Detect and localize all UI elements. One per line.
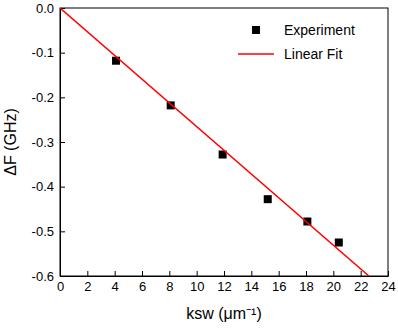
x-tick-label: 4 [112,279,119,294]
x-tick-label: 10 [190,279,204,294]
y-tick: -0.3 [32,135,65,150]
plot: 0246810121416182022240.0-0.1-0.2-0.3-0.4… [32,1,396,295]
x-tick-label: 14 [245,279,259,294]
x-tick-label: 8 [166,279,173,294]
x-tick: 18 [299,271,313,294]
y-tick-mark [60,53,65,54]
y-tick-label: -0.2 [32,90,54,105]
fit-line [60,8,369,276]
x-tick-label: 0 [57,279,64,294]
y-tick-label: -0.5 [32,224,54,239]
x-tick: 4 [112,271,119,294]
x-tick-mark [333,271,334,276]
x-tick-label: 12 [217,279,231,294]
x-tick: 10 [190,271,204,294]
x-tick-label: 20 [327,279,341,294]
x-tick-label: 6 [139,279,146,294]
x-tick-mark [115,271,116,276]
x-tick-label: 2 [84,279,91,294]
x-tick-label: 18 [299,279,313,294]
x-tick-mark [279,271,280,276]
y-tick-label: -0.3 [32,135,54,150]
y-tick: -0.1 [32,45,65,60]
x-tick: 24 [381,271,395,294]
x-axis: 024681012141618202224 [57,271,396,294]
x-tick-label: 16 [272,279,286,294]
x-tick-mark [388,271,389,276]
y-tick: -0.5 [32,224,65,239]
x-axis-title: ksw (μm⁻¹) [186,305,262,322]
x-tick: 20 [327,271,341,294]
y-tick-mark [60,97,65,98]
y-tick-label: -0.1 [32,45,54,60]
x-tick-mark [224,271,225,276]
y-tick: -0.6 [32,269,65,284]
x-tick-mark [251,271,252,276]
x-tick: 14 [245,271,259,294]
marks [60,8,369,276]
x-tick: 6 [139,271,146,294]
legend-swatch [238,53,274,55]
legend-label: Experiment [284,22,355,38]
legend-label: Linear Fit [284,46,342,62]
y-tick: -0.2 [32,90,65,105]
x-tick: 16 [272,271,286,294]
data-point [112,57,120,65]
x-axis-line [61,276,389,277]
y-tick: -0.4 [32,179,65,194]
legend-swatch [252,26,260,34]
x-tick: 2 [84,271,91,294]
y-axis: 0.0 -0.1 -0.2 -0.3 -0.4 -0.5 -0.6 [32,1,65,284]
legend: Experiment Linear Fit [238,22,355,62]
y-tick-label: -0.4 [32,179,54,194]
x-tick: 12 [217,271,231,294]
data-point [335,239,343,247]
x-tick-mark [197,271,198,276]
x-tick-mark [169,271,170,276]
y-tick-mark [60,187,65,188]
y-tick-mark [60,276,65,277]
chart: 0246810121416182022240.0-0.1-0.2-0.3-0.4… [0,0,398,331]
y-axis-title: ΔF (GHz) [2,108,19,176]
data-point [264,195,272,203]
y-tick-label: -0.6 [32,269,54,284]
x-tick-mark [142,271,143,276]
y-tick-mark [60,142,65,143]
plot-frame [60,8,388,276]
x-tick: 8 [166,271,173,294]
y-tick-label: 0.0 [36,1,54,16]
x-tick-mark [361,271,362,276]
x-tick-mark [87,271,88,276]
x-tick-mark [306,271,307,276]
x-tick-label: 22 [354,279,368,294]
y-tick-mark [60,231,65,232]
x-tick-label: 24 [381,279,395,294]
